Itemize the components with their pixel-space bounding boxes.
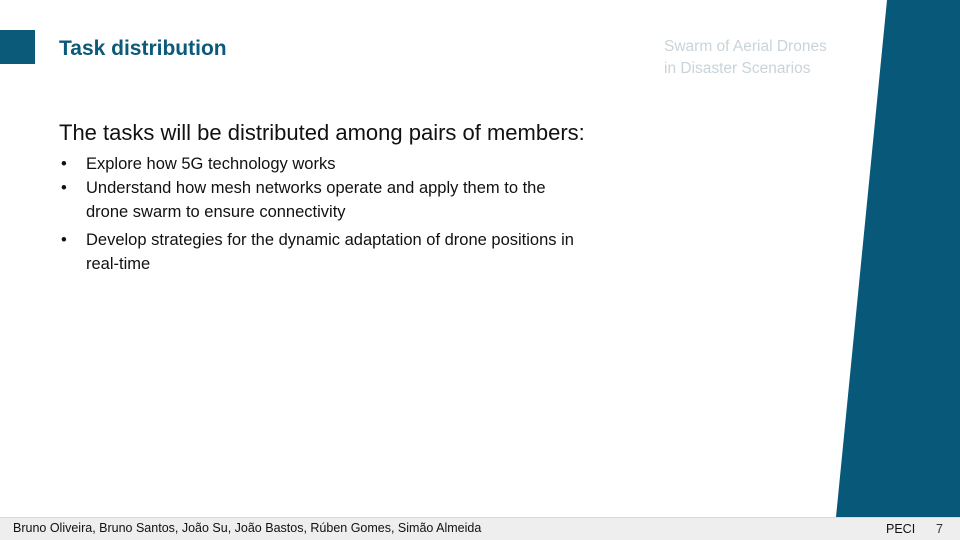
subtitle-line-1: Swarm of Aerial Drones (664, 38, 827, 55)
bullet-icon: • (61, 231, 67, 249)
list-item: • Understand how mesh networks operate a… (59, 176, 589, 224)
title-accent-square (0, 30, 35, 64)
subtitle-line-2: in Disaster Scenarios (664, 60, 811, 77)
slide-footer: Bruno Oliveira, Bruno Santos, João Su, J… (0, 517, 960, 540)
intro-text: The tasks will be distributed among pair… (59, 120, 585, 145)
bullet-icon: • (61, 155, 67, 173)
slide-title: Task distribution (59, 37, 227, 60)
footer-authors: Bruno Oliveira, Bruno Santos, João Su, J… (13, 521, 482, 535)
task-list: • Explore how 5G technology works • Unde… (59, 152, 589, 276)
list-item-text: Explore how 5G technology works (86, 155, 336, 173)
list-item: • Develop strategies for the dynamic ada… (59, 228, 589, 276)
list-item-text: Understand how mesh networks operate and… (86, 179, 546, 221)
page-number: 7 (936, 522, 943, 536)
bullet-icon: • (61, 179, 67, 197)
footer-course: PECI (886, 522, 916, 536)
slide-content: The tasks will be distributed among pair… (59, 118, 589, 280)
presentation-subtitle: Swarm of Aerial Drones in Disaster Scena… (664, 36, 864, 80)
list-item: • Explore how 5G technology works (59, 152, 589, 176)
list-item-text: Develop strategies for the dynamic adapt… (86, 231, 574, 273)
